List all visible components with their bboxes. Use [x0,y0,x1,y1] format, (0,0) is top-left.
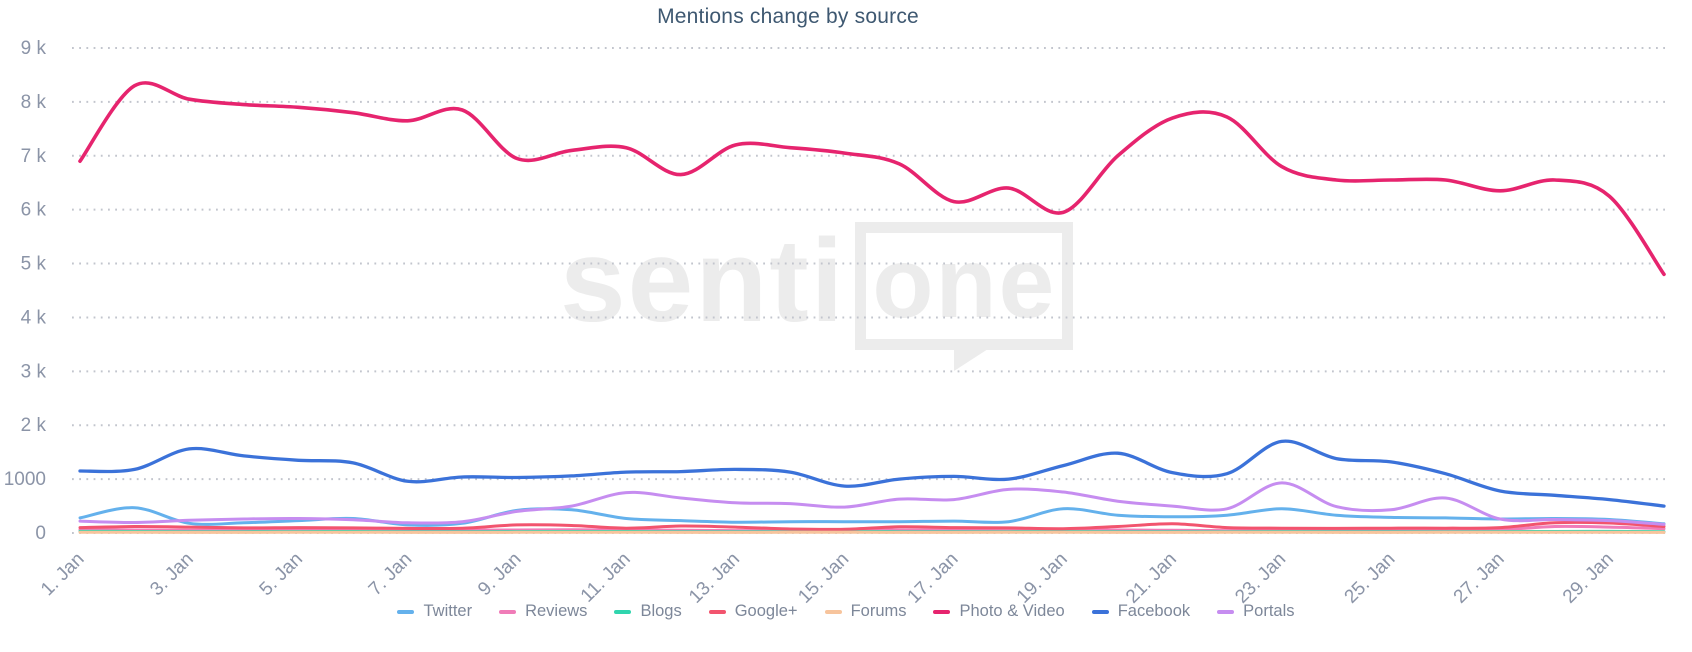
legend-item-photo-video[interactable]: Photo & Video [933,602,1065,621]
x-axis-labels: 1. Jan 3. Jan 5. Jan 7. Jan 9. Jan 11. Jan 13.… [37,549,1618,608]
legend-item-blogs[interactable]: Blogs [614,602,682,621]
legend: Twitter Reviews Blogs Google+ Forums Photo & … [0,602,1692,621]
x-tick-label: 19. Jan [1013,549,1072,608]
legend-item-facebook[interactable]: Facebook [1091,602,1191,621]
x-tick-label: 13. Jan [685,549,744,608]
watermark-text-senti: senti [560,215,846,347]
legend-label: Blogs [640,602,682,620]
legend-dash-icon [397,609,415,614]
watermark-text-one: one [872,227,1057,339]
x-tick-label: 5. Jan [256,549,307,600]
y-tick-label: 9 k [21,38,47,59]
x-tick-label: 1. Jan [37,549,88,600]
x-tick-label: 23. Jan [1231,549,1290,608]
legend-dash-icon [1091,609,1109,614]
series-lines [78,81,1666,534]
x-tick-label: 11. Jan [577,549,635,607]
legend-dash-icon [824,609,842,614]
legend-label: Photo & Video [959,602,1065,620]
y-tick-label: 5 k [21,254,47,275]
legend-item-portals[interactable]: Portals [1217,602,1295,621]
watermark-bubble: one [855,222,1074,371]
y-tick-label: 6 k [21,200,47,221]
series-line-twitter [78,506,1666,527]
x-tick-label: 21. Jan [1122,549,1181,608]
legend-item-google[interactable]: Google+ [708,602,798,621]
y-tick-label: 2 k [21,415,47,436]
y-axis-labels: 0 1000 2 k 3 k 4 k 5 k 6 k 7 k 8 k 9 k [4,38,47,544]
watermark: senti one [560,215,1074,371]
legend-item-reviews[interactable]: Reviews [499,602,587,621]
legend-dash-icon [933,609,951,614]
x-tick-label: 29. Jan [1559,549,1618,608]
series-line-portals [78,481,1666,526]
x-tick-label: 7. Jan [365,549,416,600]
legend-label: Forums [850,602,907,620]
watermark-bubble-tail-icon [954,349,989,371]
y-tick-label: 7 k [21,146,47,167]
series-line-google [78,520,1666,531]
y-tick-label: 3 k [21,361,47,382]
series-line-photo-video [78,81,1666,277]
y-tick-label: 4 k [21,307,47,328]
legend-item-forums[interactable]: Forums [824,602,907,621]
y-tick-label: 8 k [21,92,47,113]
x-tick-label: 25. Jan [1341,549,1400,608]
legend-dash-icon [499,609,517,614]
legend-dash-icon [614,609,632,614]
x-tick-label: 17. Jan [904,549,963,608]
x-tick-label: 9. Jan [474,549,525,600]
legend-dash-icon [1217,609,1235,614]
legend-item-twitter[interactable]: Twitter [397,602,472,621]
legend-label: Reviews [525,602,588,620]
x-tick-label: 3. Jan [146,549,197,600]
series-line-facebook [78,439,1666,508]
y-tick-label: 1000 [4,469,46,490]
legend-label: Portals [1243,602,1295,620]
legend-label: Twitter [423,602,473,620]
x-tick-label: 15. Jan [794,549,853,608]
chart-title: Mentions change by source [657,5,919,28]
legend-label: Google+ [734,602,798,620]
legend-dash-icon [708,609,726,614]
y-tick-label: 0 [35,523,46,544]
x-tick-label: 27. Jan [1450,549,1509,608]
legend-label: Facebook [1117,602,1191,620]
